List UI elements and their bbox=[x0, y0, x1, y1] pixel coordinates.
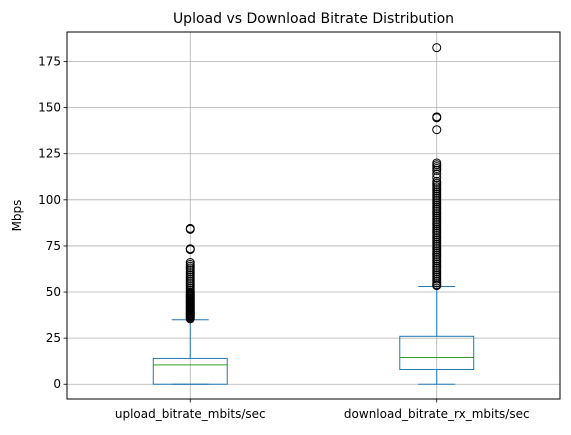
outlier-point bbox=[432, 173, 442, 183]
outlier-point bbox=[185, 258, 195, 268]
chart-title: Upload vs Download Bitrate Distribution bbox=[173, 11, 454, 27]
box-layer bbox=[152, 43, 475, 385]
y-tick-label: 125 bbox=[38, 147, 61, 161]
y-tick-label: 100 bbox=[38, 193, 61, 207]
y-tick-label: 75 bbox=[46, 239, 61, 253]
y-tick-label: 25 bbox=[46, 331, 61, 345]
y-tick-label: 50 bbox=[46, 285, 61, 299]
iqr-box bbox=[399, 335, 475, 370]
x-tick-label: download_bitrate_rx_mbits/sec bbox=[344, 407, 530, 421]
iqr-box bbox=[152, 357, 228, 385]
outlier-point bbox=[432, 176, 442, 186]
tick-layer: 0 25 50 75 100 125 150 175 upload_bitrate_mbits/… bbox=[38, 55, 529, 421]
box-upload bbox=[152, 223, 228, 385]
y-tick-label: 175 bbox=[38, 55, 61, 69]
outlier-point bbox=[432, 125, 442, 135]
outlier-point bbox=[432, 112, 442, 122]
y-axis-label: Mbps bbox=[10, 200, 24, 232]
x-tick-label: upload_bitrate_mbits/sec bbox=[115, 407, 266, 421]
outlier-point bbox=[185, 244, 195, 254]
y-tick-label: 0 bbox=[53, 377, 61, 391]
outlier-point bbox=[432, 43, 442, 53]
box-download bbox=[399, 43, 475, 385]
outlier-point bbox=[185, 223, 195, 233]
outlier-point bbox=[432, 169, 442, 179]
y-tick-label: 150 bbox=[38, 101, 61, 115]
plot-area-frame bbox=[66, 31, 561, 400]
outlier-point bbox=[432, 158, 442, 168]
grid-layer bbox=[67, 32, 560, 399]
